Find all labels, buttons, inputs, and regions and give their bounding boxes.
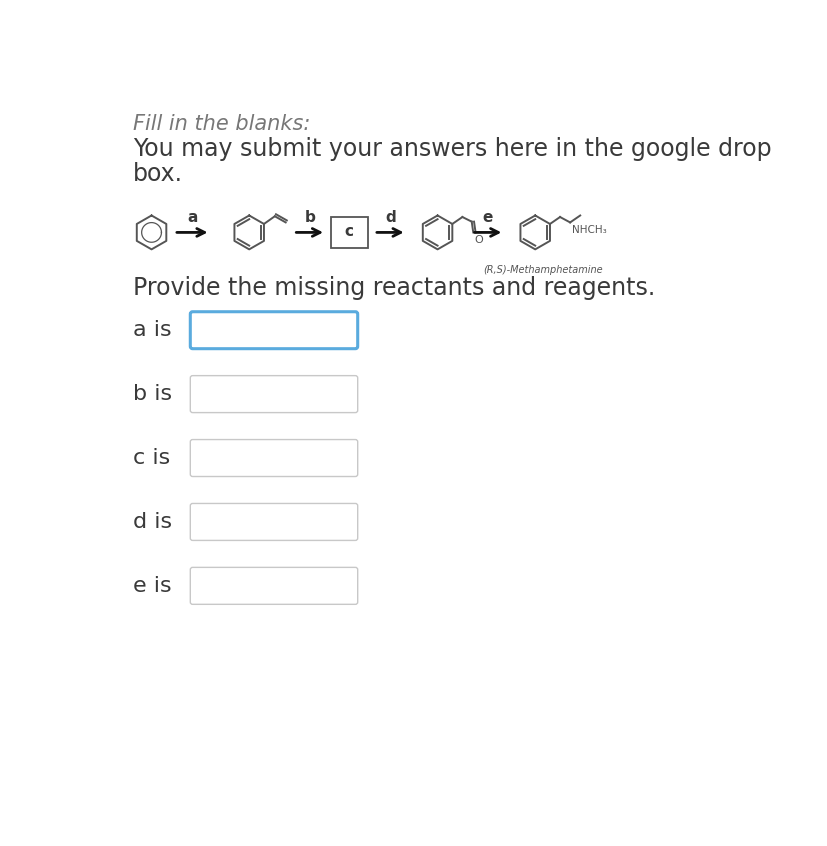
Text: e: e [482,210,493,225]
FancyBboxPatch shape [190,376,357,413]
FancyBboxPatch shape [190,440,357,476]
Text: d is: d is [133,512,172,532]
Text: c is: c is [133,448,170,468]
Text: b: b [304,210,315,225]
Text: b is: b is [133,384,172,404]
FancyBboxPatch shape [190,568,357,604]
Text: a is: a is [133,320,171,340]
Text: O: O [474,234,482,244]
Text: e is: e is [133,576,171,596]
Text: d: d [385,210,395,225]
Text: NHCH₃: NHCH₃ [571,226,605,235]
Text: a: a [187,210,197,225]
Text: Fill in the blanks:: Fill in the blanks: [133,114,310,134]
Text: You may submit your answers here in the google drop: You may submit your answers here in the … [133,137,771,161]
Text: Provide the missing reactants and reagents.: Provide the missing reactants and reagen… [133,276,654,299]
Text: (R,S)-Methamphetamine: (R,S)-Methamphetamine [483,265,602,275]
Text: c: c [344,224,353,239]
FancyBboxPatch shape [190,311,357,349]
FancyBboxPatch shape [190,503,357,541]
Bar [330,217,367,248]
Text: box.: box. [133,162,183,185]
